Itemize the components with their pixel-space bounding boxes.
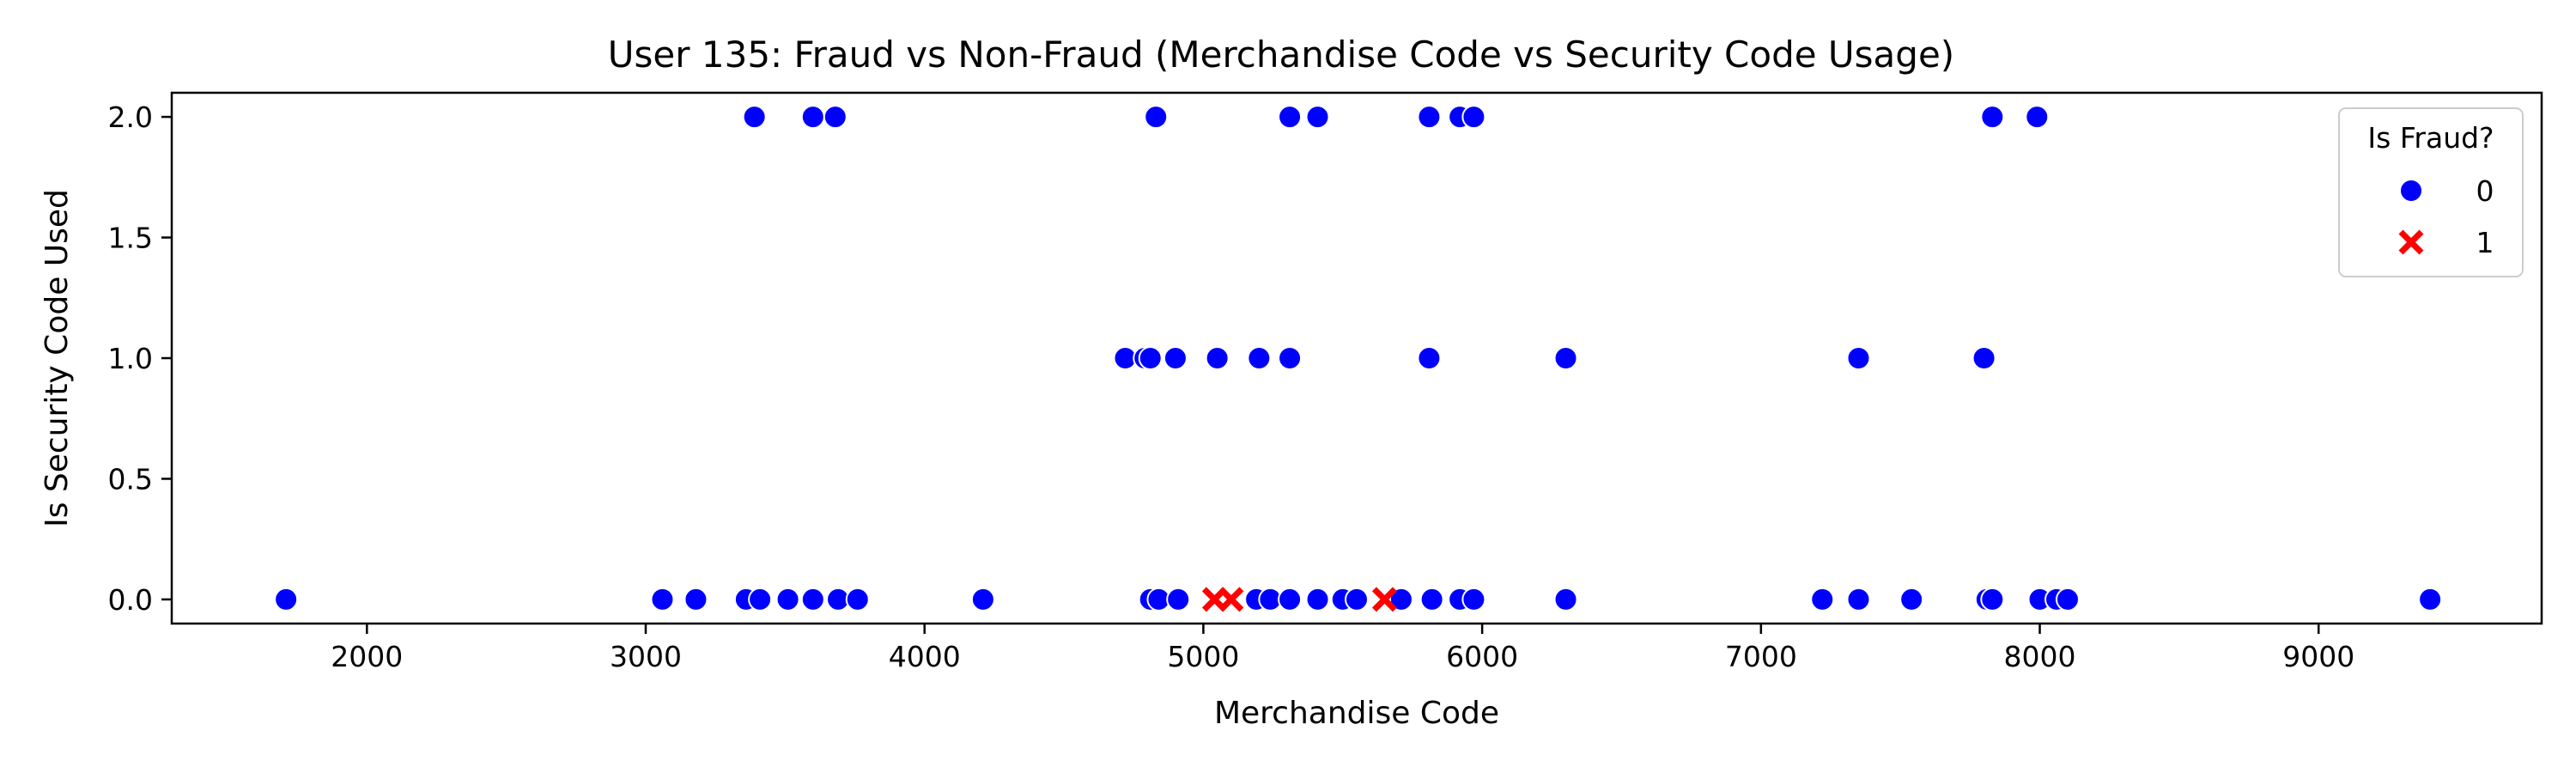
data-point-non-fraud: [800, 105, 825, 130]
y-tick-label: 0.0: [108, 583, 153, 617]
data-point-fraud-stroke: [1218, 587, 1244, 612]
data-point-non-fraud: [845, 587, 870, 612]
data-point-non-fraud: [1419, 587, 1444, 612]
data-point-fraud-stroke: [1371, 587, 1397, 612]
y-tick-label: 0.5: [108, 462, 153, 496]
data-point-non-fraud: [1417, 105, 1442, 130]
data-point-non-fraud: [1205, 346, 1230, 370]
data-point-non-fraud: [1971, 346, 1996, 370]
data-point-non-fraud: [800, 587, 825, 612]
data-point-non-fraud: [1846, 346, 1871, 370]
data-point-non-fraud: [650, 587, 675, 612]
data-point-non-fraud: [1810, 587, 1835, 612]
data-point-non-fraud: [1846, 587, 1871, 612]
data-point-non-fraud: [1247, 346, 1272, 370]
data-point-non-fraud: [1388, 587, 1413, 612]
data-point-non-fraud: [1144, 105, 1169, 130]
data-point-non-fraud: [1305, 105, 1330, 130]
data-point-non-fraud: [1163, 346, 1188, 370]
y-axis-label: Is Security Code Used: [39, 189, 75, 527]
data-point-non-fraud: [1980, 587, 2005, 612]
data-point-non-fraud: [1899, 587, 1924, 612]
data-point-non-fraud: [748, 587, 773, 612]
legend-marker-0: [2399, 179, 2423, 203]
data-point-non-fraud: [1980, 105, 2005, 130]
legend-box: [2338, 107, 2524, 277]
legend-title: Is Fraud?: [2367, 121, 2494, 155]
data-point-non-fraud: [2418, 587, 2443, 612]
data-point-non-fraud: [2056, 587, 2080, 612]
legend-label-0: 0: [2476, 174, 2494, 208]
data-point-non-fraud: [1278, 587, 1303, 612]
x-tick-label: 2000: [331, 640, 403, 673]
data-point-non-fraud: [2025, 105, 2050, 130]
data-point-non-fraud: [683, 587, 708, 612]
legend: Is Fraud? 01: [2338, 107, 2524, 277]
legend-marker-1: [2398, 229, 2424, 255]
chart-title: User 135: Fraud vs Non-Fraud (Merchandis…: [608, 33, 1954, 76]
legend-entries: 01: [2398, 174, 2494, 259]
data-point-non-fraud: [1166, 587, 1191, 612]
data-point-non-fraud: [970, 587, 995, 612]
data-point-non-fraud: [775, 587, 800, 612]
x-tick-label: 6000: [1446, 640, 1518, 673]
x-tick-label: 7000: [1725, 640, 1797, 673]
legend-marker-1-stroke: [2398, 229, 2424, 255]
data-point-non-fraud: [823, 105, 848, 130]
data-point-non-fraud: [742, 105, 767, 130]
data-point-non-fraud: [1553, 587, 1578, 612]
points-layer: [274, 105, 2443, 612]
data-point-non-fraud: [1461, 587, 1486, 612]
x-axis-label: Merchandise Code: [1214, 696, 1499, 731]
x-axis-ticks: 2000 3000 4000 5000 6000 7000 8000 9000: [331, 624, 2354, 673]
legend-label-1: 1: [2476, 226, 2494, 259]
x-tick-label: 9000: [2282, 640, 2354, 673]
y-tick-label: 2.0: [108, 100, 153, 134]
x-tick-label: 4000: [889, 640, 961, 673]
data-point-fraud: [1218, 587, 1244, 612]
data-point-non-fraud: [1461, 105, 1486, 130]
data-point-non-fraud: [1278, 105, 1303, 130]
data-point-non-fraud: [1278, 346, 1303, 370]
x-tick-label: 3000: [610, 640, 682, 673]
y-tick-label: 1.0: [108, 342, 153, 375]
data-point-non-fraud: [1305, 587, 1330, 612]
data-point-fraud: [1371, 587, 1397, 612]
data-point-non-fraud: [1345, 587, 1369, 612]
y-tick-label: 1.5: [108, 222, 153, 255]
x-tick-label: 5000: [1167, 640, 1239, 673]
data-point-non-fraud: [1553, 346, 1578, 370]
data-point-non-fraud: [274, 587, 299, 612]
data-point-non-fraud: [1138, 346, 1163, 370]
x-tick-label: 8000: [2004, 640, 2076, 673]
y-axis-ticks: 0.0 0.5 1.0 1.5 2.0: [108, 100, 172, 617]
data-point-non-fraud: [1417, 346, 1442, 370]
